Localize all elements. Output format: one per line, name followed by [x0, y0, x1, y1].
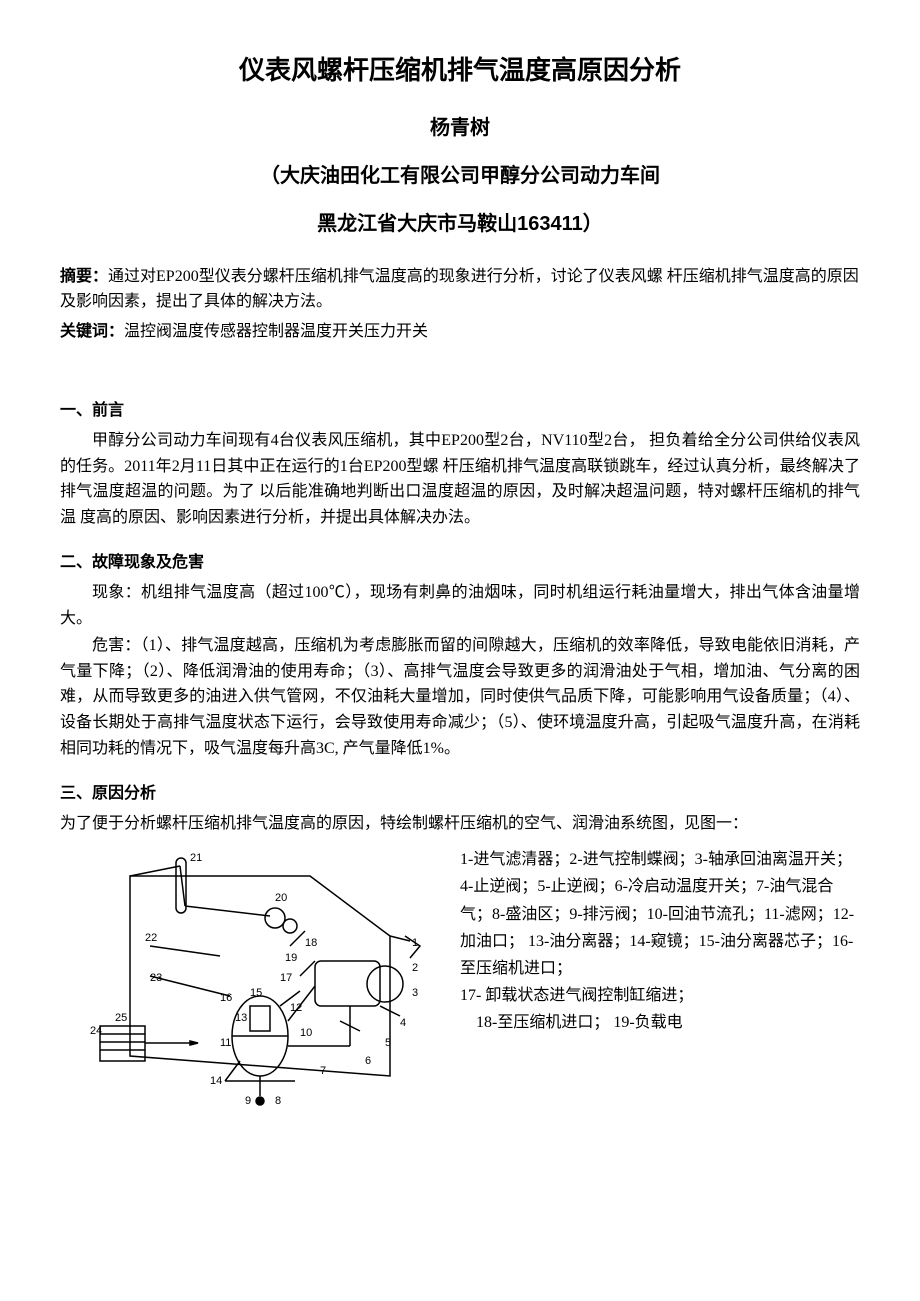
document-title: 仪表风螺杆压缩机排气温度高原因分析 — [60, 50, 860, 92]
diagram-label-1: 1 — [412, 937, 418, 949]
section-2-p1: 现象：机组排气温度高（超过100℃），现场有刺鼻的油烟味，同时机组运行耗油量增大… — [60, 580, 860, 631]
affiliation: （大庆油田化工有限公司甲醇分公司动力车间 — [60, 160, 860, 192]
figure-row: 1 2 3 4 5 6 7 8 9 10 11 12 13 14 15 16 1… — [60, 846, 860, 1126]
keywords-label: 关键词： — [60, 323, 124, 340]
author-name: 杨青树 — [60, 112, 860, 144]
diagram-label-19: 19 — [285, 952, 297, 964]
legend-line-2: 17- 卸载状态进气阀控制缸缩进； — [460, 982, 860, 1009]
diagram-label-13: 13 — [235, 1012, 247, 1024]
legend-line-3: 18-至压缩机进口； 19-负载电 — [460, 1009, 860, 1036]
diagram-label-9: 9 — [245, 1095, 251, 1107]
keywords-text: 温控阀温度传感器控制器温度开关压力开关 — [124, 323, 428, 340]
section-1-heading: 一、前言 — [60, 398, 860, 424]
diagram-label-23: 23 — [150, 972, 162, 984]
legend-line-1: 1-进气滤清器；2-进气控制蝶阀；3-轴承回油离温开关；4-止逆阀；5-止逆阀；… — [460, 846, 860, 982]
diagram-label-8: 8 — [275, 1095, 281, 1107]
section-3-heading: 三、原因分析 — [60, 781, 860, 807]
address: 黑龙江省大庆市马鞍山163411） — [60, 208, 860, 240]
diagram-label-17: 17 — [280, 972, 292, 984]
diagram-label-16: 16 — [220, 992, 232, 1004]
diagram-label-5: 5 — [385, 1037, 391, 1049]
diagram-label-14: 14 — [210, 1075, 222, 1087]
diagram-label-18: 18 — [305, 937, 317, 949]
diagram-label-7: 7 — [320, 1065, 326, 1077]
diagram-label-6: 6 — [365, 1055, 371, 1067]
diagram-label-11: 11 — [220, 1037, 231, 1049]
abstract-block: 摘要：通过对EP200型仪表分螺杆压缩机排气温度高的现象进行分析，讨论了仪表风螺… — [60, 264, 860, 315]
system-diagram: 1 2 3 4 5 6 7 8 9 10 11 12 13 14 15 16 1… — [90, 846, 430, 1126]
abstract-label: 摘要： — [60, 268, 108, 285]
diagram-label-24: 24 — [90, 1025, 102, 1037]
diagram-label-25: 25 — [115, 1012, 127, 1024]
abstract-text: 通过对EP200型仪表分螺杆压缩机排气温度高的现象进行分析，讨论了仪表风螺 杆压… — [60, 268, 859, 311]
diagram-label-21: 21 — [190, 852, 202, 864]
section-3-p1: 为了便于分析螺杆压缩机排气温度高的原因，特绘制螺杆压缩机的空气、润滑油系统图，见… — [60, 811, 860, 837]
diagram-label-4: 4 — [400, 1017, 406, 1029]
diagram-label-12: 12 — [290, 1002, 302, 1014]
keywords-block: 关键词：温控阀温度传感器控制器温度开关压力开关 — [60, 319, 860, 345]
diagram-label-2: 2 — [412, 962, 418, 974]
diagram-label-20: 20 — [275, 892, 287, 904]
section-2-p2: 危害：（1）、排气温度越高，压缩机为考虑膨胀而留的间隙越大，压缩机的效率降低，导… — [60, 633, 860, 761]
diagram-label-10: 10 — [300, 1027, 312, 1039]
diagram-label-22: 22 — [145, 932, 157, 944]
section-1-p1: 甲醇分公司动力车间现有4台仪表风压缩机，其中EP200型2台，NV110型2台，… — [60, 428, 860, 530]
diagram-label-15: 15 — [250, 987, 262, 999]
diagram-label-3: 3 — [412, 987, 418, 999]
section-2-heading: 二、故障现象及危害 — [60, 550, 860, 576]
figure-legend: 1-进气滤清器；2-进气控制蝶阀；3-轴承回油离温开关；4-止逆阀；5-止逆阀；… — [430, 846, 860, 1036]
